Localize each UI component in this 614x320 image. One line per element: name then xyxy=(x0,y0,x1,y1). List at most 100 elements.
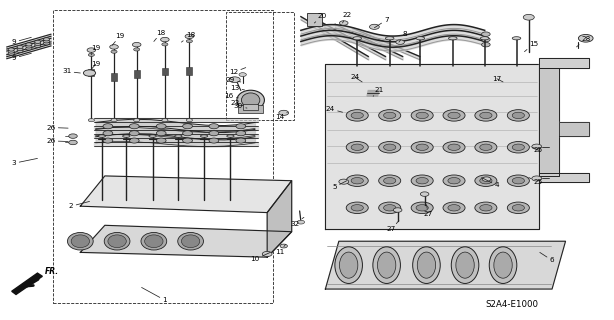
Polygon shape xyxy=(367,91,379,96)
Circle shape xyxy=(26,45,32,48)
Text: 24: 24 xyxy=(325,106,343,112)
Circle shape xyxy=(88,119,95,122)
Text: 32: 32 xyxy=(290,217,304,227)
Circle shape xyxy=(507,202,529,213)
Ellipse shape xyxy=(512,37,521,40)
Polygon shape xyxy=(325,64,538,228)
Polygon shape xyxy=(7,36,51,57)
Ellipse shape xyxy=(480,37,489,40)
Ellipse shape xyxy=(448,37,457,40)
Circle shape xyxy=(346,175,368,187)
Circle shape xyxy=(209,124,219,129)
Text: 24: 24 xyxy=(350,74,362,82)
Circle shape xyxy=(443,110,465,121)
Ellipse shape xyxy=(149,135,157,137)
Ellipse shape xyxy=(451,247,479,284)
Circle shape xyxy=(578,35,593,42)
Polygon shape xyxy=(12,273,42,294)
Circle shape xyxy=(512,112,524,119)
Circle shape xyxy=(17,50,23,52)
Polygon shape xyxy=(94,134,258,138)
Text: 21: 21 xyxy=(373,87,384,96)
Text: 23: 23 xyxy=(230,100,243,106)
Ellipse shape xyxy=(68,233,93,250)
Circle shape xyxy=(346,110,368,121)
Circle shape xyxy=(384,178,396,184)
Circle shape xyxy=(512,178,524,184)
Text: 27: 27 xyxy=(387,220,399,232)
Circle shape xyxy=(379,202,401,213)
Circle shape xyxy=(88,53,95,56)
Ellipse shape xyxy=(108,235,126,248)
Circle shape xyxy=(130,131,139,136)
Circle shape xyxy=(411,175,433,187)
Circle shape xyxy=(8,50,14,53)
Text: 4: 4 xyxy=(481,178,499,188)
Ellipse shape xyxy=(353,37,362,40)
Ellipse shape xyxy=(145,235,163,248)
Bar xyxy=(307,13,322,26)
Text: 25: 25 xyxy=(529,178,543,185)
Circle shape xyxy=(481,43,490,47)
Circle shape xyxy=(370,24,379,29)
Text: 29: 29 xyxy=(226,77,241,83)
Circle shape xyxy=(443,141,465,153)
Ellipse shape xyxy=(123,135,130,137)
Circle shape xyxy=(523,14,534,20)
Text: 30: 30 xyxy=(234,103,247,109)
Circle shape xyxy=(482,177,491,181)
Bar xyxy=(226,12,293,120)
Circle shape xyxy=(475,110,497,121)
Circle shape xyxy=(239,73,246,76)
Circle shape xyxy=(475,175,497,187)
Circle shape xyxy=(351,144,363,150)
Circle shape xyxy=(448,178,460,184)
Text: 18: 18 xyxy=(154,29,166,42)
Ellipse shape xyxy=(174,135,182,137)
Circle shape xyxy=(185,34,193,39)
Text: 2: 2 xyxy=(69,201,90,209)
Circle shape xyxy=(130,138,139,143)
Circle shape xyxy=(111,50,117,53)
Polygon shape xyxy=(80,225,292,257)
Text: 1: 1 xyxy=(142,287,167,303)
Polygon shape xyxy=(94,126,258,130)
Circle shape xyxy=(339,179,349,184)
Text: 14: 14 xyxy=(275,112,287,120)
Circle shape xyxy=(157,131,166,136)
Text: FR.: FR. xyxy=(45,267,59,276)
Circle shape xyxy=(416,204,429,211)
Circle shape xyxy=(421,192,429,196)
Text: 18: 18 xyxy=(181,32,195,42)
Polygon shape xyxy=(7,38,51,59)
Text: 25: 25 xyxy=(532,147,543,154)
Circle shape xyxy=(475,141,497,153)
Circle shape xyxy=(26,47,32,50)
Polygon shape xyxy=(538,68,559,176)
Circle shape xyxy=(236,131,246,136)
Circle shape xyxy=(162,43,168,46)
Circle shape xyxy=(297,220,305,224)
Ellipse shape xyxy=(241,93,260,107)
Circle shape xyxy=(157,138,166,143)
Circle shape xyxy=(182,124,192,129)
Text: 16: 16 xyxy=(225,93,238,99)
Ellipse shape xyxy=(181,235,200,248)
Polygon shape xyxy=(559,122,589,136)
Circle shape xyxy=(384,112,396,119)
Circle shape xyxy=(229,77,240,83)
Circle shape xyxy=(161,37,169,42)
Ellipse shape xyxy=(200,135,208,137)
Polygon shape xyxy=(538,58,589,68)
Bar xyxy=(162,68,168,75)
Circle shape xyxy=(182,138,192,143)
Ellipse shape xyxy=(418,252,436,278)
Ellipse shape xyxy=(237,90,265,110)
Circle shape xyxy=(162,119,168,122)
Circle shape xyxy=(44,38,50,41)
Ellipse shape xyxy=(98,135,106,137)
Text: 22: 22 xyxy=(342,12,351,23)
Text: 17: 17 xyxy=(492,76,503,82)
Circle shape xyxy=(481,37,490,42)
Circle shape xyxy=(209,138,219,143)
